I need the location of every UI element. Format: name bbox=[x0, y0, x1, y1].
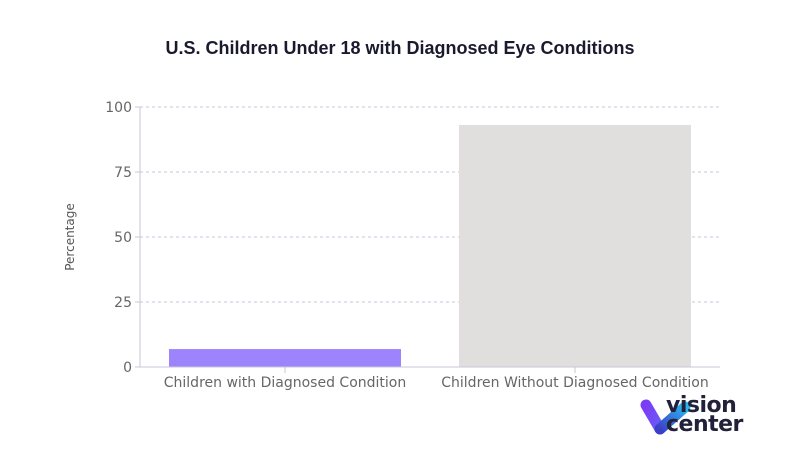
logo-text-vision: vision bbox=[666, 393, 737, 418]
y-tick-label: 50 bbox=[114, 230, 132, 246]
y-axis-label: Percentage bbox=[63, 203, 77, 271]
bar bbox=[169, 349, 401, 367]
y-tick-label: 100 bbox=[105, 100, 132, 116]
logo-v-icon bbox=[640, 399, 691, 435]
bar bbox=[459, 124, 691, 367]
y-tick-label: 75 bbox=[114, 165, 132, 181]
logo-text-center: center bbox=[666, 412, 743, 437]
y-tick-label: 25 bbox=[114, 295, 132, 311]
chart-title: U.S. Children Under 18 with Diagnosed Ey… bbox=[165, 38, 635, 58]
x-tick-label: Children with Diagnosed Condition bbox=[164, 375, 406, 391]
x-tick-label: Children Without Diagnosed Condition bbox=[441, 375, 709, 391]
y-tick-label: 0 bbox=[123, 360, 132, 376]
